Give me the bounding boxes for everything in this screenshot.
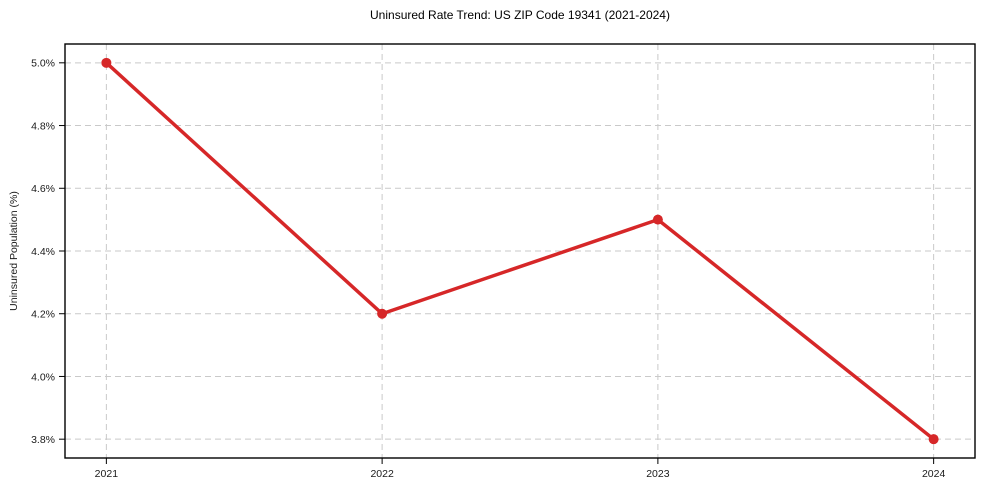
y-tick-label: 3.8%: [31, 434, 55, 446]
data-point-marker: [652, 214, 663, 225]
x-tick-label: 2023: [646, 468, 670, 480]
y-tick-label: 4.8%: [31, 120, 55, 132]
x-tick-label: 2022: [370, 468, 394, 480]
x-tick-label: 2021: [95, 468, 119, 480]
data-point-marker: [101, 57, 112, 68]
chart-title: Uninsured Rate Trend: US ZIP Code 19341 …: [370, 8, 670, 22]
trend-line: [104, 61, 936, 441]
y-tick-label: 5.0%: [31, 58, 55, 70]
data-point-marker: [928, 434, 939, 445]
y-tick-label: 4.0%: [31, 371, 55, 383]
y-tick-label: 4.6%: [31, 183, 55, 195]
data-point-marker: [377, 308, 388, 319]
y-tick-label: 4.2%: [31, 309, 55, 321]
x-tick-label: 2024: [922, 468, 946, 480]
y-tick-label: 4.4%: [31, 246, 55, 258]
